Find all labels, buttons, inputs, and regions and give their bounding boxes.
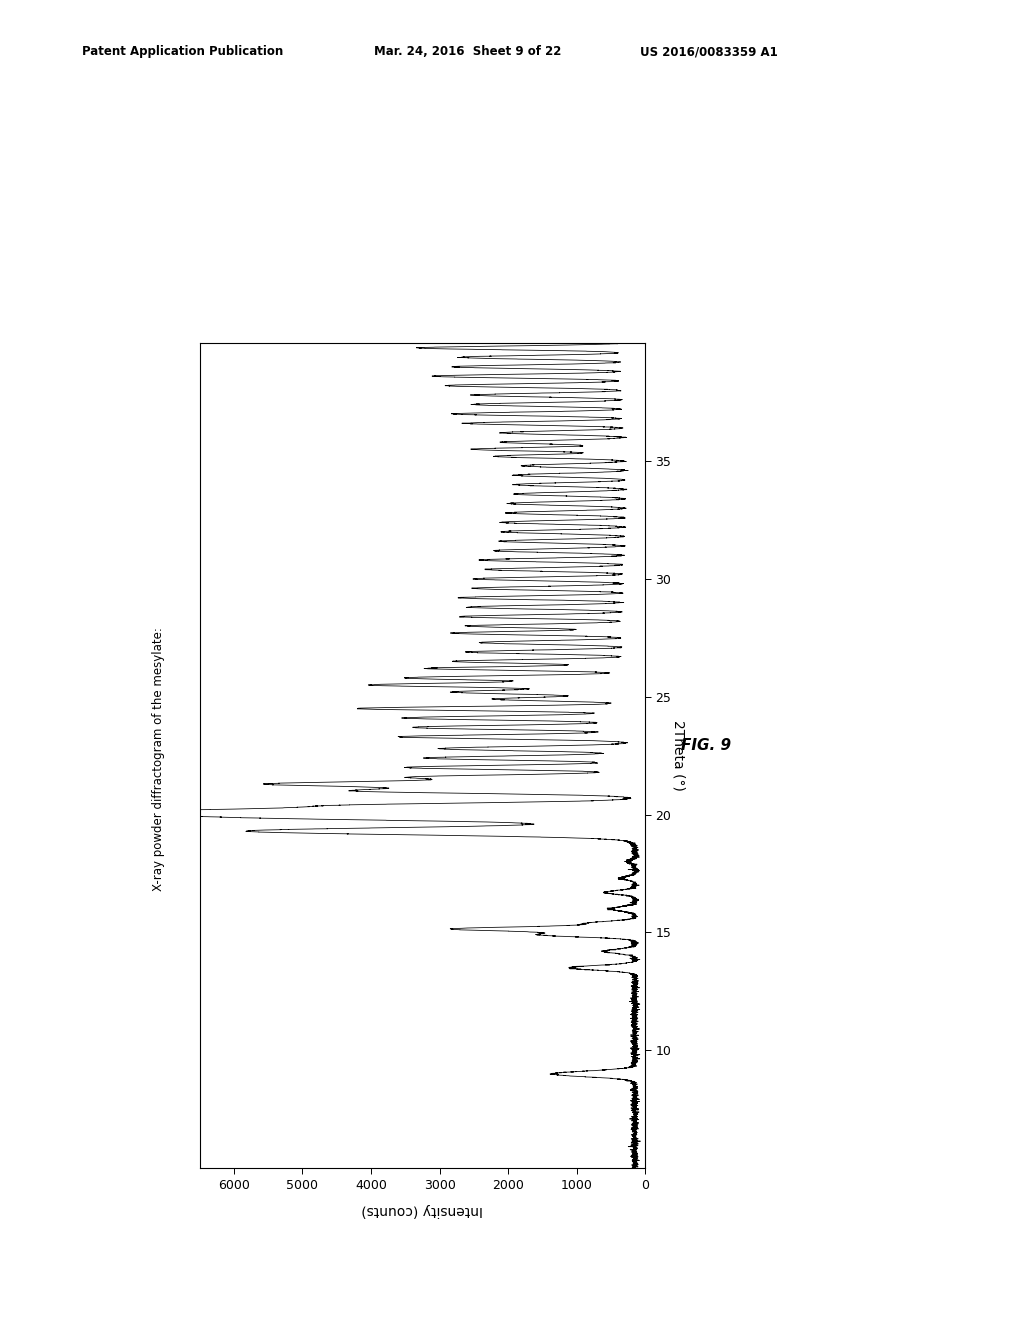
X-axis label: Intensity (counts): Intensity (counts) [361, 1203, 483, 1217]
Text: Mar. 24, 2016  Sheet 9 of 22: Mar. 24, 2016 Sheet 9 of 22 [374, 45, 561, 58]
Text: X-ray powder diffractogram of the mesylate:: X-ray powder diffractogram of the mesyla… [153, 627, 165, 891]
Y-axis label: 2Theta (°): 2Theta (°) [672, 721, 685, 791]
Text: FIG. 9: FIG. 9 [681, 738, 731, 754]
Text: Patent Application Publication: Patent Application Publication [82, 45, 284, 58]
Text: US 2016/0083359 A1: US 2016/0083359 A1 [640, 45, 778, 58]
